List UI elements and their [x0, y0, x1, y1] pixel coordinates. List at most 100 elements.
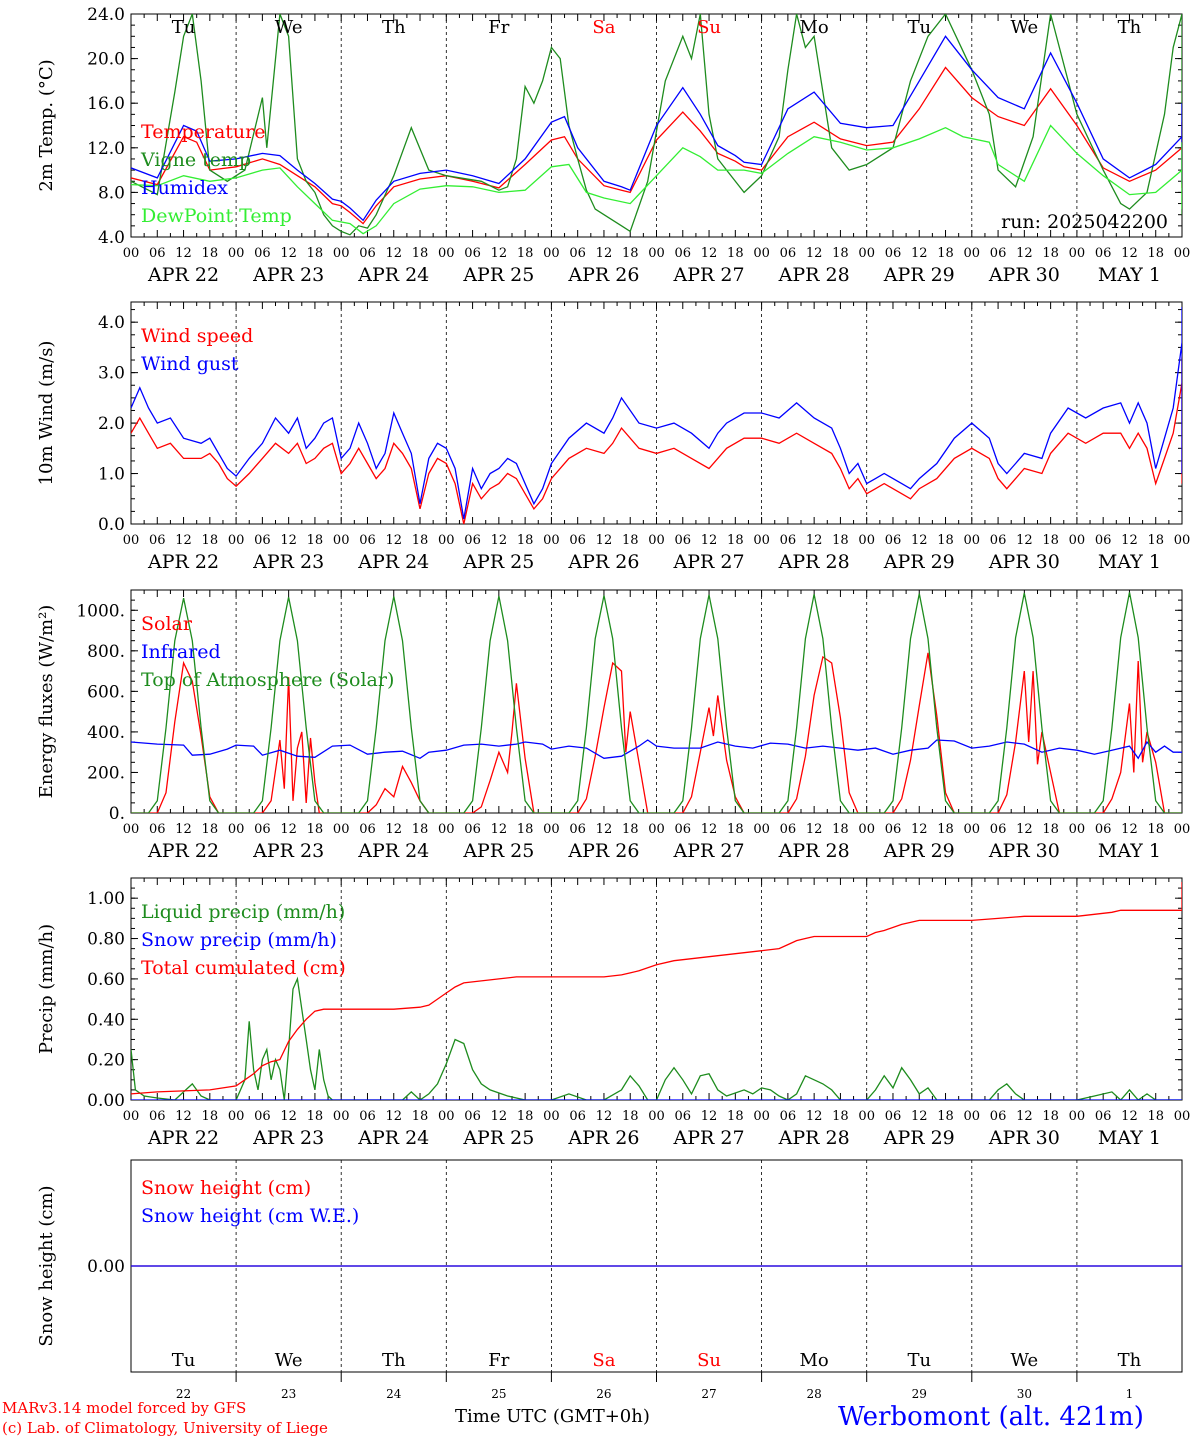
y-tick-label: 0.40 [87, 1010, 125, 1030]
hour-tick-label: 06 [254, 246, 271, 261]
run-label: run: 2025042200 [1001, 211, 1168, 233]
hour-tick-label: 06 [675, 533, 692, 548]
hour-tick-label: 12 [280, 246, 297, 261]
date-label: APR 22 [147, 551, 219, 573]
weekday-label: Mo [800, 1350, 829, 1371]
hour-tick-label: 12 [1121, 822, 1138, 837]
hour-tick-label: 18 [937, 533, 954, 548]
hour-tick-label: 00 [228, 533, 245, 548]
hour-tick-label: 06 [569, 246, 586, 261]
weekday-label: We [1011, 1350, 1039, 1371]
weekday-label: Th [1118, 1350, 1142, 1371]
y-tick-label: 8.0 [98, 183, 125, 203]
hour-tick-label: 18 [517, 246, 534, 261]
hour-tick-label: 12 [701, 533, 718, 548]
legend-entry: DewPoint Temp [141, 205, 292, 227]
hour-tick-label: 18 [832, 246, 849, 261]
y-tick-label: 16.0 [87, 94, 125, 114]
date-label: APR 24 [357, 264, 429, 286]
legend-entry: Solar [141, 613, 193, 635]
date-label: APR 24 [357, 1127, 429, 1149]
day-number-label: 24 [386, 1387, 402, 1401]
hour-tick-label: 18 [307, 246, 324, 261]
hour-tick-label: 12 [175, 533, 192, 548]
weekday-label: Tu [172, 1350, 196, 1371]
legend-entry: Vigne temp [140, 149, 251, 171]
hour-tick-label: 00 [858, 1109, 875, 1124]
hour-tick-label: 00 [543, 1109, 560, 1124]
hour-tick-label: 18 [1147, 246, 1164, 261]
hour-tick-label: 12 [491, 246, 508, 261]
hour-tick-label: 12 [175, 822, 192, 837]
day-number-label: 25 [491, 1387, 506, 1401]
hour-tick-label: 06 [1095, 533, 1112, 548]
y-tick-label: 4.0 [98, 313, 125, 333]
hour-tick-label: 06 [359, 822, 376, 837]
hour-tick-label: 18 [1147, 1109, 1164, 1124]
hour-tick-label: 00 [438, 1109, 455, 1124]
hour-tick-label: 18 [937, 1109, 954, 1124]
date-label: APR 27 [673, 551, 745, 573]
hour-tick-label: 06 [464, 246, 481, 261]
hour-tick-label: 00 [753, 533, 770, 548]
hour-tick-label: 00 [123, 822, 140, 837]
y-axis-label: 10m Wind (m/s) [36, 341, 57, 486]
hour-tick-label: 18 [832, 533, 849, 548]
date-label: MAY 1 [1098, 840, 1161, 862]
hour-tick-label: 06 [359, 246, 376, 261]
y-axis-label: Energy fluxes (W/m²) [36, 605, 57, 799]
y-tick-label: 20.0 [87, 50, 125, 70]
day-number-label: 1 [1126, 1387, 1134, 1401]
day-number-label: 29 [912, 1387, 927, 1401]
legend-entry: Temperature [141, 121, 265, 143]
y-tick-label: 0.00 [87, 1257, 125, 1277]
day-number-label: 27 [701, 1387, 716, 1401]
hour-tick-label: 00 [123, 1109, 140, 1124]
hour-tick-label: 06 [780, 533, 797, 548]
plot-frame [130, 589, 1183, 814]
hour-tick-label: 12 [385, 246, 402, 261]
hour-tick-label: 12 [1121, 246, 1138, 261]
hour-tick-label: 12 [1121, 533, 1138, 548]
hour-tick-label: 00 [648, 533, 665, 548]
series-line-solar [131, 652, 1182, 813]
weekday-label: Fr [488, 1350, 509, 1371]
weekday-label: We [1011, 17, 1039, 38]
hour-tick-label: 00 [858, 822, 875, 837]
date-label: APR 29 [883, 551, 955, 573]
hour-tick-label: 18 [202, 533, 219, 548]
hour-tick-label: 06 [254, 822, 271, 837]
hour-tick-label: 18 [937, 246, 954, 261]
hour-tick-label: 12 [491, 1109, 508, 1124]
series-line-liquid-precip-mm-h- [131, 976, 1182, 1100]
date-label: APR 28 [778, 264, 850, 286]
weekday-label: Fr [488, 17, 509, 38]
y-tick-label: 0.80 [87, 930, 125, 950]
panel-3: 00 06 12 18 00 06 12 18 00 06 12 18 00 06 12 18 00 06 12 18… [36, 877, 1190, 1149]
hour-tick-label: 06 [885, 246, 902, 261]
hour-tick-label: 12 [701, 246, 718, 261]
y-tick-label: 0.60 [87, 970, 125, 990]
hour-tick-label: 06 [464, 1109, 481, 1124]
series-line-wind-speed [131, 357, 1182, 524]
panel-4: 0.00 Snow height (cm) Snow height (cm) Snow… [36, 1159, 1183, 1373]
date-label: MAY 1 [1098, 264, 1161, 286]
hour-tick-label: 18 [1042, 822, 1059, 837]
hour-tick-label: 18 [727, 246, 744, 261]
hour-tick-label: 18 [307, 533, 324, 548]
date-label: APR 28 [778, 1127, 850, 1149]
date-label: APR 22 [147, 1127, 219, 1149]
hour-tick-label: 06 [990, 822, 1007, 837]
hour-tick-label: 00 [1174, 533, 1191, 548]
hour-tick-label: 06 [569, 822, 586, 837]
panel-2: 00 06 12 18 00 06 12 18 00 06 12 18 00 06 12 18 00 06 12 18… [36, 589, 1190, 862]
legend-entry: Liquid precip (mm/h) [141, 901, 345, 923]
station-label: Werbomont (alt. 421m) [838, 1402, 1144, 1432]
hour-tick-label: 12 [911, 1109, 928, 1124]
date-label: APR 25 [462, 1127, 534, 1149]
weekday-label: Su [697, 1350, 721, 1371]
day-number-label: 28 [807, 1387, 822, 1401]
hour-tick-label: 00 [333, 1109, 350, 1124]
day-number-label: 23 [281, 1387, 296, 1401]
hour-tick-label: 06 [254, 533, 271, 548]
